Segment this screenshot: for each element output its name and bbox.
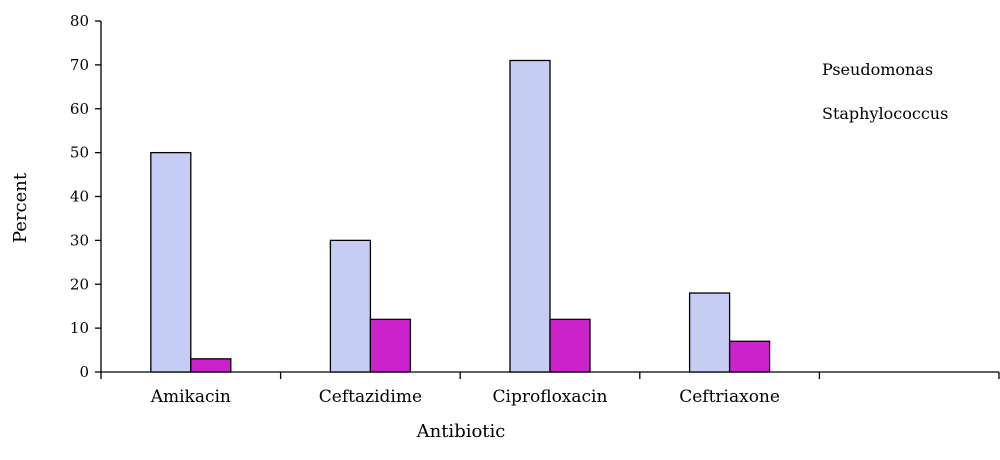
y-tick-label: 60 bbox=[70, 100, 89, 118]
x-tick-label: Ciprofloxacin bbox=[493, 387, 608, 407]
legend-label-pseudomonas: Pseudomonas bbox=[822, 60, 933, 79]
bar-pseudomonas-amikacin bbox=[150, 151, 192, 373]
y-tick-label: 20 bbox=[70, 275, 89, 293]
bar-staphylococcus-ciprofloxacin bbox=[549, 318, 591, 373]
x-axis-title: Antibiotic bbox=[416, 421, 506, 442]
x-axis: Amikacin Ceftazidime Ciprofloxacin Ceftriax… bbox=[100, 371, 1000, 407]
bar-staphylococcus-ceftazidime bbox=[369, 318, 412, 373]
bar-pseudomonas-ciprofloxacin bbox=[509, 59, 551, 373]
x-tick-label: Ceftazidime bbox=[319, 387, 422, 407]
y-tick-label: 40 bbox=[70, 188, 89, 206]
bar-pseudomonas-ceftazidime bbox=[329, 239, 372, 373]
bar-staphylococcus-amikacin bbox=[190, 358, 232, 373]
x-tick-label: Ceftriaxone bbox=[679, 387, 780, 407]
legend: Pseudomonas Staphylococcus bbox=[822, 60, 948, 123]
y-tick-label: 0 bbox=[79, 363, 89, 381]
y-axis: 0 10 20 30 40 50 60 70 80 bbox=[70, 12, 102, 381]
y-tick-label: 30 bbox=[70, 231, 89, 249]
y-tick-label: 70 bbox=[70, 56, 89, 74]
y-tick-label: 80 bbox=[70, 12, 89, 30]
y-axis-title: Percent bbox=[10, 172, 31, 243]
x-tick-label: Amikacin bbox=[150, 387, 231, 407]
legend-label-staphylococcus: Staphylococcus bbox=[822, 104, 948, 123]
bar-pseudomonas-ceftriaxone bbox=[688, 292, 731, 373]
y-tick-label: 10 bbox=[70, 319, 89, 337]
bar-staphylococcus-ceftriaxone bbox=[728, 340, 771, 373]
y-tick-label: 50 bbox=[70, 144, 89, 162]
bars bbox=[150, 59, 771, 373]
